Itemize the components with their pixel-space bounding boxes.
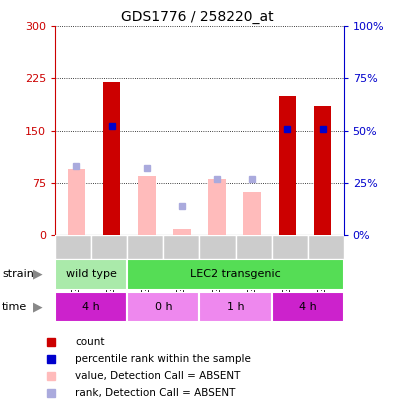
Bar	[208, 179, 226, 235]
Bar	[55, 259, 127, 290]
Text: strain: strain	[2, 269, 34, 279]
Bar	[127, 292, 199, 322]
Bar	[127, 259, 344, 290]
Text: rank, Detection Call = ABSENT: rank, Detection Call = ABSENT	[75, 388, 235, 398]
Bar	[235, 235, 272, 259]
Text: wild type: wild type	[66, 269, 117, 279]
Text: 0 h: 0 h	[154, 302, 172, 312]
Bar	[55, 235, 91, 259]
Bar	[173, 229, 191, 235]
Text: 1 h: 1 h	[227, 302, 245, 312]
Bar	[55, 292, 127, 322]
Text: ▶: ▶	[33, 300, 42, 313]
Text: value, Detection Call = ABSENT: value, Detection Call = ABSENT	[75, 371, 241, 381]
Bar	[308, 235, 344, 259]
Bar	[272, 235, 308, 259]
Text: LEC2 transgenic: LEC2 transgenic	[190, 269, 281, 279]
Bar	[314, 106, 331, 235]
Bar	[243, 192, 261, 235]
Text: count: count	[75, 337, 105, 347]
Bar	[68, 169, 85, 235]
Text: 4 h: 4 h	[299, 302, 316, 312]
Bar	[199, 235, 235, 259]
Bar	[91, 235, 127, 259]
Bar	[103, 82, 120, 235]
Text: GDS1776 / 258220_at: GDS1776 / 258220_at	[121, 10, 274, 24]
Text: ▶: ▶	[33, 268, 42, 281]
Text: 4 h: 4 h	[83, 302, 100, 312]
Bar	[164, 235, 199, 259]
Bar	[199, 292, 272, 322]
Text: time: time	[2, 302, 27, 312]
Text: percentile rank within the sample: percentile rank within the sample	[75, 354, 251, 364]
Bar	[127, 235, 164, 259]
Bar	[272, 292, 344, 322]
Bar	[278, 96, 296, 235]
Bar	[138, 176, 156, 235]
